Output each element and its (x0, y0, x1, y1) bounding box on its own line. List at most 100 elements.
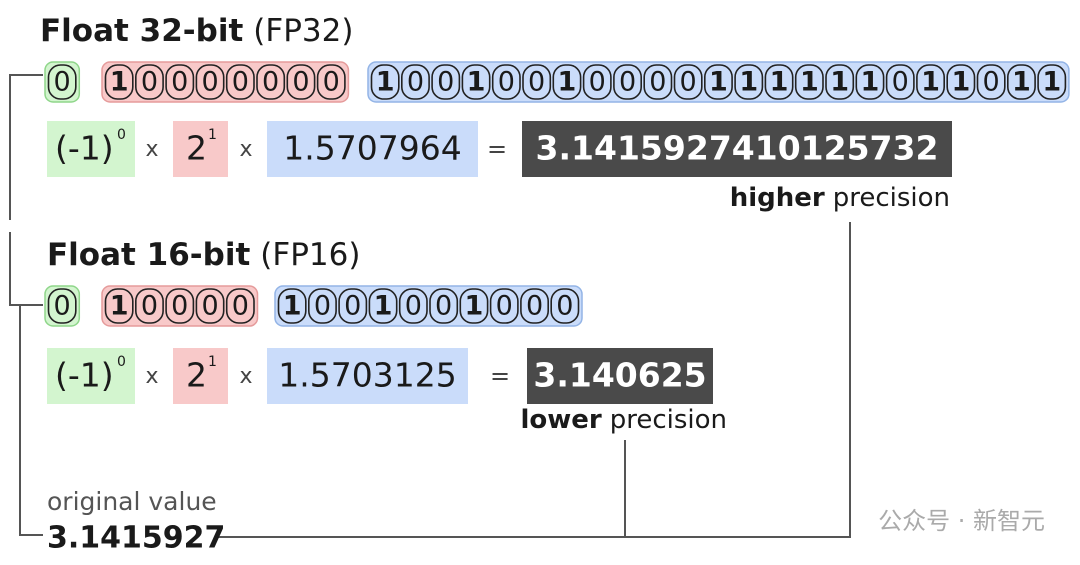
times: x (145, 364, 158, 389)
bit: 1 (830, 67, 849, 98)
watermark: 公众号 · 新智元 (878, 507, 1045, 535)
mantissa-value: 1.5707964 (283, 129, 461, 168)
bit-cell (225, 64, 255, 100)
bit-cell (47, 64, 77, 100)
bit: 0 (232, 291, 249, 322)
title-tag: (FP32) (253, 13, 353, 49)
bit: 1 (800, 67, 819, 98)
bit: 0 (171, 291, 188, 322)
exp-box (173, 121, 228, 177)
bit: 0 (171, 67, 188, 98)
original-value: 3.1415927 (47, 521, 225, 556)
sign-box (47, 348, 135, 404)
result-box (522, 121, 952, 177)
bit-cell (489, 288, 519, 324)
bit: 0 (262, 67, 279, 98)
exponent-group (101, 61, 350, 103)
bit-cell (370, 64, 400, 100)
result-value: 3.140625 (533, 356, 706, 395)
bit-cell (825, 64, 855, 100)
bit: 1 (376, 67, 395, 98)
sign-base: (-1) (55, 356, 114, 395)
bit-cell (316, 64, 346, 100)
equals: = (487, 135, 507, 163)
bit: 0 (314, 291, 331, 322)
bit: 0 (526, 291, 543, 322)
bit-cell (613, 64, 643, 100)
times: x (239, 137, 252, 162)
bit: 1 (739, 67, 758, 98)
bit-cell (165, 64, 195, 100)
bit-cell (135, 64, 164, 100)
bit-cell (398, 288, 428, 324)
precision-note: lower precision (520, 405, 727, 435)
original-label: original value (47, 487, 217, 516)
equals: = (490, 362, 510, 390)
precision-note: higher precision (730, 183, 950, 213)
bit: 0 (437, 67, 454, 98)
result-value: 3.1415927410125732 (536, 129, 939, 168)
bit: 0 (407, 67, 424, 98)
bit: 1 (283, 291, 302, 322)
bit-cell (225, 288, 255, 324)
bit-cell (522, 64, 552, 100)
sign-exp: 0 (117, 127, 126, 143)
result-box (527, 348, 713, 404)
bit-cell (47, 288, 77, 324)
bit: 0 (54, 291, 71, 322)
bit: 0 (983, 67, 1000, 98)
bit: 0 (54, 67, 71, 98)
bit-cell (195, 64, 225, 100)
bit: 0 (528, 67, 545, 98)
bit-cell (368, 288, 398, 324)
bit-cell (855, 64, 885, 100)
mantissa-group (274, 285, 583, 327)
bit: 1 (1042, 67, 1061, 98)
exp-box (173, 348, 228, 404)
bit: 0 (344, 291, 361, 322)
bit-cell (400, 64, 430, 100)
bit-cell (976, 64, 1006, 100)
bit: 0 (680, 67, 697, 98)
bit: 1 (921, 67, 940, 98)
section-title: Float 32-bit (FP32) (40, 13, 353, 49)
bit-cell (338, 288, 368, 324)
bit: 0 (201, 291, 218, 322)
bit-cell (1006, 64, 1036, 100)
bit-cell (459, 288, 489, 324)
bit-cell (429, 288, 459, 324)
bit-cell (135, 288, 164, 324)
bit: 1 (467, 67, 486, 98)
sign-group (44, 285, 81, 327)
bit: 0 (201, 67, 218, 98)
bracket (9, 74, 43, 536)
bit-cell (794, 64, 824, 100)
mantissa-value: 1.5703125 (278, 356, 456, 395)
bit: 1 (951, 67, 970, 98)
bit-cell (582, 64, 612, 100)
bit: 1 (465, 291, 484, 322)
bit: 1 (374, 291, 393, 322)
bit-cell (104, 64, 134, 100)
bit: 0 (556, 291, 573, 322)
mantissa-group (367, 61, 1070, 103)
title-tag: (FP16) (260, 237, 360, 273)
bit-cell (1037, 64, 1067, 100)
bit-cell (165, 288, 195, 324)
bit-cell (277, 288, 307, 324)
bit-cell (286, 64, 316, 100)
bit-cell (643, 64, 673, 100)
times: x (239, 364, 252, 389)
bit-cell (461, 64, 491, 100)
sign-exp: 0 (117, 354, 126, 370)
bit: 0 (649, 67, 666, 98)
mantissa-box (267, 348, 468, 404)
bit: 0 (232, 67, 249, 98)
bit: 0 (892, 67, 909, 98)
exp-exp: 1 (208, 354, 217, 370)
title-main: Float 32-bit (40, 13, 243, 49)
bit-cell (552, 64, 582, 100)
bit: 0 (498, 67, 515, 98)
bit: 1 (1012, 67, 1031, 98)
bit: 1 (861, 67, 880, 98)
